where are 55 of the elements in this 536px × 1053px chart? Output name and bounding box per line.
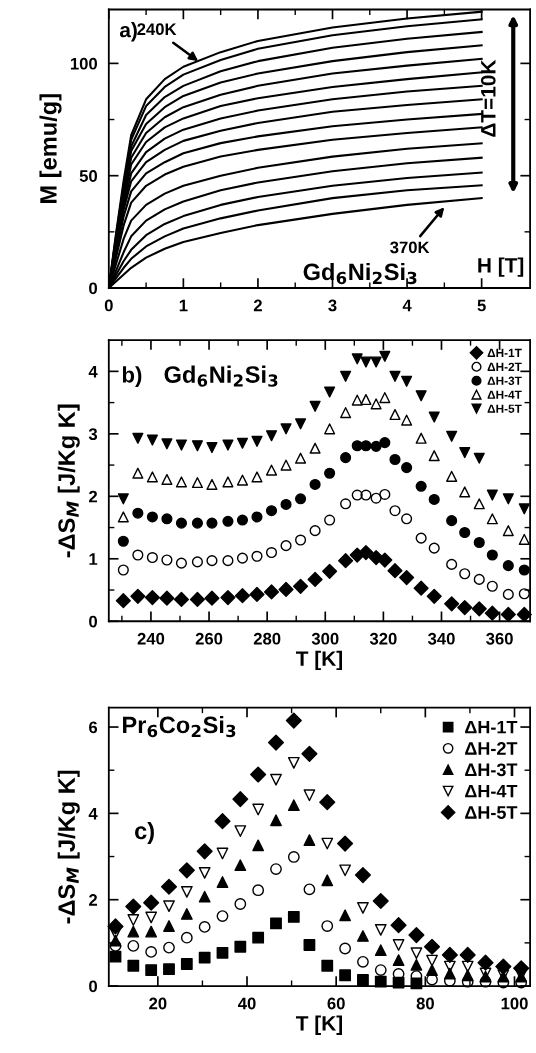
- x-tick-label: 340: [427, 632, 455, 645]
- annotation: c): [135, 821, 154, 844]
- y-axis-title: M [emu/g]: [39, 94, 62, 203]
- x-tick-label: 2: [253, 299, 262, 312]
- legend-label: ΔH-5T: [487, 404, 522, 413]
- annotation: 240K: [137, 23, 177, 36]
- legend-label: ΔH-4T: [465, 784, 518, 798]
- y-tick-label: 4: [88, 365, 98, 378]
- x-axis-title: H [T]: [478, 257, 524, 277]
- x-tick-label: 240: [137, 632, 165, 645]
- annotation: Gd$_{6}$Ni$_{2}$Si$_{3}$: [164, 365, 278, 387]
- x-tick-label: 360: [486, 632, 513, 645]
- x-tick-label: 320: [369, 632, 397, 645]
- annotation: Gd$_{6}$Ni$_{2}$Si$_{3}$: [303, 262, 417, 285]
- x-tick-label: 4: [402, 299, 412, 312]
- x-tick-label: 0: [104, 299, 113, 312]
- x-tick-label: 100: [501, 997, 528, 1010]
- legend-label: ΔH-1T: [487, 348, 522, 357]
- y-tick-label: 6: [89, 721, 98, 734]
- x-tick-label: 40: [238, 997, 256, 1010]
- y-tick-label: 1: [89, 553, 98, 565]
- y-tick-label: 2: [89, 490, 98, 503]
- y-tick-label: 50: [79, 170, 98, 182]
- x-tick-label: 80: [416, 997, 434, 1010]
- legend-label: ΔH-2T: [465, 742, 518, 755]
- x-axis-title: T [K]: [295, 1015, 343, 1035]
- legend-label: ΔH-4T: [487, 390, 522, 399]
- y-tick-label: 0: [89, 615, 98, 628]
- annotation: 370K: [390, 241, 430, 254]
- x-tick-label: 60: [327, 997, 345, 1010]
- annotation: ΔT=10K: [480, 59, 496, 137]
- y-tick-label: 100: [70, 57, 98, 70]
- x-tick-label: 280: [253, 632, 281, 645]
- y-tick-label: 4: [88, 807, 98, 820]
- annotation: b): [122, 366, 142, 388]
- y-axis-title: -ΔS$_{M}$ [J/Kg K]: [57, 404, 80, 558]
- x-tick-label: 20: [149, 997, 167, 1010]
- x-tick-label: 3: [328, 299, 337, 312]
- x-axis-title: T [K]: [295, 650, 343, 671]
- y-tick-label: 0: [89, 980, 98, 993]
- legend-label: ΔH-1T: [465, 720, 518, 734]
- legend-label: ΔH-3T: [487, 376, 522, 385]
- legend-label: ΔH-3T: [465, 763, 518, 777]
- y-tick-label: 3: [88, 428, 98, 441]
- legend-label: ΔH-2T: [487, 362, 522, 371]
- y-axis-title: -ΔS$_{M}$ [J/Kg K]: [57, 770, 80, 924]
- x-tick-label: 300: [311, 632, 339, 645]
- annotation: a): [119, 22, 137, 42]
- y-tick-label: 2: [89, 894, 98, 906]
- x-tick-label: 1: [179, 299, 188, 312]
- y-tick-label: 0: [89, 282, 98, 295]
- annotation: Pr$_{6}$Co$_{2}$Si$_{3}$: [123, 715, 236, 738]
- x-tick-label: 5: [477, 299, 486, 312]
- x-tick-label: 260: [195, 632, 223, 645]
- legend-label: ΔH-5T: [465, 806, 518, 819]
